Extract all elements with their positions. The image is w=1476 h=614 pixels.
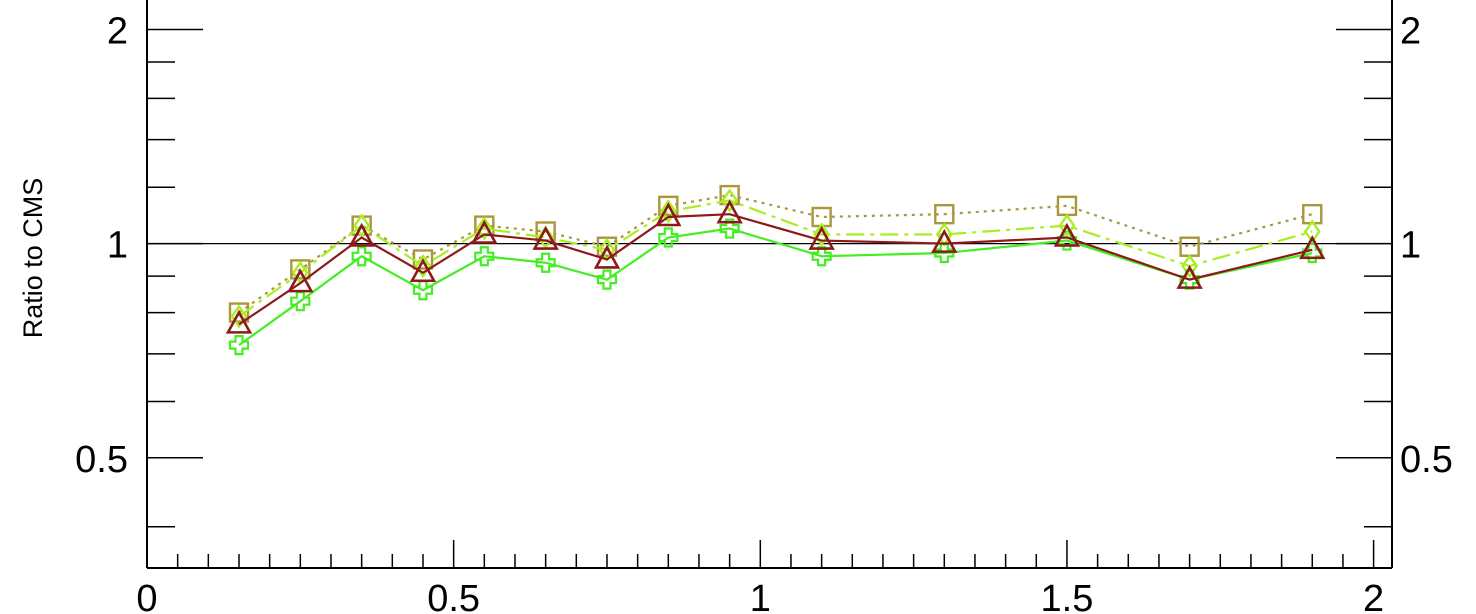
y-axis-label: Ratio to CMS — [18, 178, 48, 339]
series-4 — [225, 199, 1326, 334]
data-point — [658, 227, 679, 248]
data-point — [655, 202, 682, 227]
data-point — [596, 269, 618, 290]
data-point — [596, 236, 618, 257]
data-point — [1058, 213, 1076, 238]
axes: 0 0.5 1 1.5 2 0.5 0.5 1 1 2 2 — [75, 0, 1453, 614]
series-line — [238, 199, 1313, 318]
data-point — [1176, 264, 1203, 289]
data-point — [412, 280, 434, 301]
series-line — [238, 193, 1313, 314]
x-tick-label: 1.5 — [1041, 578, 1094, 614]
x-tick-label: 1 — [750, 578, 771, 614]
y-tick-label-right: 2 — [1400, 10, 1421, 52]
x-tick-label: 0.5 — [427, 578, 480, 614]
data-point — [535, 252, 556, 273]
series-2 — [230, 188, 1321, 329]
data-point — [808, 225, 835, 250]
data-point — [475, 216, 493, 241]
data-point — [474, 246, 495, 267]
data-point — [287, 268, 314, 293]
data-point — [228, 335, 250, 356]
data-point — [348, 222, 375, 247]
data-point — [931, 228, 958, 253]
data-point — [471, 219, 498, 244]
data-point — [716, 199, 743, 224]
data-point — [1303, 219, 1321, 244]
data-point — [532, 225, 559, 250]
data-point — [659, 199, 677, 224]
x-tick-label: 2 — [1363, 578, 1384, 614]
data-point — [593, 244, 621, 269]
series-layer — [225, 184, 1326, 356]
series-line — [238, 227, 1313, 347]
data-point — [228, 302, 250, 323]
data-point — [1181, 253, 1199, 279]
series-3 — [228, 218, 1323, 356]
data-point — [290, 291, 311, 312]
x-tick-label: 0 — [136, 578, 157, 614]
data-point — [353, 213, 371, 238]
data-point — [811, 246, 832, 267]
data-point — [351, 246, 372, 267]
data-point — [1179, 236, 1200, 257]
series-line — [238, 213, 1313, 326]
y-tick-label-right: 1 — [1400, 225, 1421, 267]
y-tick-label-right: 0.5 — [1400, 439, 1453, 481]
data-point — [658, 195, 679, 217]
data-point — [813, 222, 831, 247]
y-tick-label-left: 1 — [107, 225, 128, 267]
data-point — [409, 258, 437, 283]
data-point — [414, 253, 432, 279]
data-point — [225, 309, 253, 334]
data-point — [230, 304, 248, 329]
data-point — [719, 218, 740, 239]
data-point — [1053, 222, 1081, 247]
data-point — [721, 188, 739, 213]
series-1 — [228, 184, 1323, 323]
data-point — [1299, 235, 1326, 260]
y-tick-label-left: 0.5 — [75, 439, 128, 481]
y-tick-label-left: 2 — [107, 10, 128, 52]
data-point — [1302, 242, 1323, 264]
data-point — [1056, 195, 1078, 217]
data-point — [290, 259, 311, 280]
